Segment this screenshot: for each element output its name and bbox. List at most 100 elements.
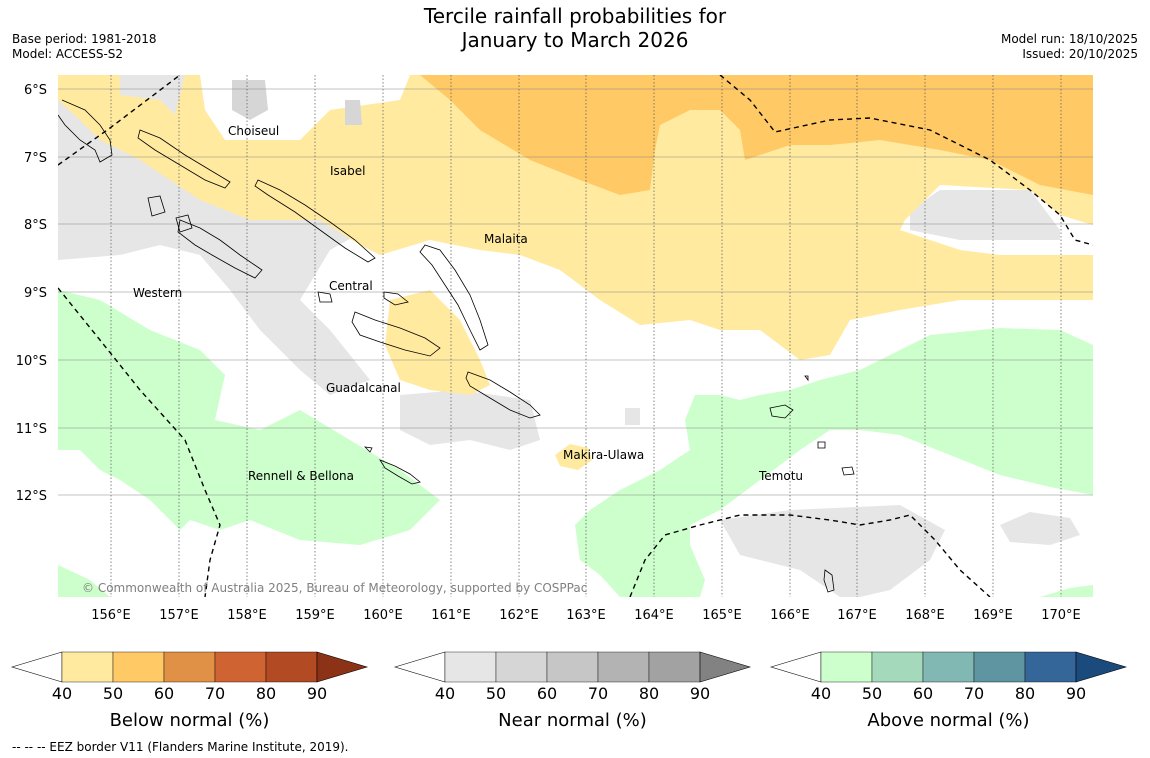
island-new-georgia xyxy=(177,219,263,279)
colorbar-segment xyxy=(973,651,1026,683)
lon-tick: 163°E xyxy=(566,608,606,623)
island-savo xyxy=(317,291,333,303)
colorbar-low-extend xyxy=(769,651,822,683)
above-normal-40-area xyxy=(58,290,440,545)
model-name: Model: ACCESS-S2 xyxy=(12,47,124,61)
colorbar-tick: 50 xyxy=(486,684,506,703)
eez-border xyxy=(58,75,1093,597)
colorbar-tick: 40 xyxy=(435,684,455,703)
colorbar-tick: 60 xyxy=(537,684,557,703)
colorbar-tick: 60 xyxy=(154,684,174,703)
island-guadalcanal xyxy=(351,311,441,357)
colorbar-1: 40 50 60 70 80 90 Below normal (%) xyxy=(10,651,369,731)
lon-tick: 158°E xyxy=(227,608,267,623)
colorbar-tick: 40 xyxy=(52,684,72,703)
map-shading xyxy=(58,75,1093,597)
lon-tick: 166°E xyxy=(770,608,810,623)
near-normal-50-area xyxy=(345,100,362,125)
near-normal-area xyxy=(400,390,540,450)
region-label: Western xyxy=(133,286,182,300)
below-normal-40-area xyxy=(58,75,1093,360)
chart-title: Tercile rainfall probabilities for Janua… xyxy=(0,4,1150,52)
lon-tick: 169°E xyxy=(973,608,1013,623)
island-malaita xyxy=(419,244,489,351)
near-normal-area xyxy=(625,408,640,425)
above-normal-40-area xyxy=(58,565,110,597)
below-normal-40-area xyxy=(555,444,592,470)
lon-tick: 161°E xyxy=(431,608,471,623)
lon-tick: 156°E xyxy=(91,608,131,623)
colorbar-high-extend xyxy=(1075,651,1128,683)
colorbar-segment xyxy=(163,651,216,683)
island-isabel xyxy=(254,179,376,263)
island-bougainville xyxy=(58,99,113,163)
colorbar-tick: 90 xyxy=(690,684,710,703)
colorbar-tick: 80 xyxy=(256,684,276,703)
near-normal-area xyxy=(910,190,1060,240)
region-label: Choiseul xyxy=(228,124,279,138)
model-run: Model run: 18/10/2025 xyxy=(1000,32,1138,46)
colorbar-segment xyxy=(546,651,599,683)
lat-tick: 11°S xyxy=(16,422,47,437)
colorbar-segment xyxy=(265,651,318,683)
colorbars: 40 50 60 70 80 90 Below normal (%) 40 50 60 70 80 90… xyxy=(10,651,1128,731)
island-kolombangara xyxy=(175,214,193,233)
colorbar-low-extend xyxy=(393,651,446,683)
near-normal-area xyxy=(1000,512,1080,545)
region-labels: Choiseul Isabel Malaita Central Western … xyxy=(133,124,803,483)
colorbar-high-extend xyxy=(316,651,369,683)
lat-tick: 8°S xyxy=(24,218,47,233)
lon-tick: 162°E xyxy=(499,608,539,623)
colorbar-tick: 40 xyxy=(811,684,831,703)
near-normal-50-area xyxy=(232,80,268,120)
lon-tick: 164°E xyxy=(634,608,674,623)
above-normal-40-area xyxy=(1040,585,1093,597)
lat-tick: 6°S xyxy=(24,83,47,98)
island-vella xyxy=(147,195,166,217)
colorbar-3: 40 50 60 70 80 90 Above normal (%) xyxy=(769,651,1128,731)
island-choiseul xyxy=(137,129,231,189)
colorbar-segment xyxy=(922,651,975,683)
colorbar-tick: 50 xyxy=(103,684,123,703)
lon-axis: 156°E 157°E 158°E 159°E 160°E 161°E 162°… xyxy=(91,608,1081,623)
region-label: Central xyxy=(329,279,373,293)
region-label: Temotu xyxy=(758,469,803,483)
colorbar-segment xyxy=(597,651,650,683)
colorbar-tick: 70 xyxy=(964,684,984,703)
colorbar-tick: 70 xyxy=(205,684,225,703)
colorbar-segment xyxy=(871,651,924,683)
issued-date: Issued: 20/10/2025 xyxy=(1022,47,1138,61)
lon-tick: 160°E xyxy=(363,608,403,623)
island-duff xyxy=(804,375,809,382)
lon-tick: 157°E xyxy=(159,608,199,623)
colorbar-tick: 50 xyxy=(862,684,882,703)
colorbar-tick: 60 xyxy=(913,684,933,703)
colorbar-high-extend xyxy=(699,651,752,683)
colorbar-2: 40 50 60 70 80 90 Near normal (%) xyxy=(393,651,752,731)
copyright-notice: © Commonwealth of Australia 2025, Bureau… xyxy=(82,581,587,595)
island-santa-cruz xyxy=(769,404,794,419)
island-makira xyxy=(465,371,541,419)
region-label: Makira-Ulawa xyxy=(563,448,644,462)
island-rennell xyxy=(379,459,421,485)
graticule xyxy=(58,88,1093,496)
lon-tick: 168°E xyxy=(905,608,945,623)
region-label: Rennell & Bellona xyxy=(248,469,354,483)
lon-tick: 159°E xyxy=(295,608,335,623)
colorbar-segment xyxy=(61,651,114,683)
region-label: Guadalcanal xyxy=(326,381,401,395)
colorbar-low-extend xyxy=(10,651,63,683)
island-bellona xyxy=(363,446,373,453)
title-line-2: January to March 2026 xyxy=(461,28,689,52)
colorbar-tick: 80 xyxy=(1015,684,1035,703)
colorbar-title: Near normal (%) xyxy=(498,710,647,731)
colorbar-title: Below normal (%) xyxy=(110,710,270,731)
eez-legend-note: -- -- -- EEZ border V11 (Flanders Marine… xyxy=(12,740,349,754)
colorbar-segment xyxy=(112,651,165,683)
colorbar-title: Above normal (%) xyxy=(867,710,1029,731)
lat-tick: 7°S xyxy=(24,151,47,166)
below-normal-50-area xyxy=(420,75,1093,195)
lon-tick: 165°E xyxy=(702,608,742,623)
colorbar-segment xyxy=(1024,651,1077,683)
